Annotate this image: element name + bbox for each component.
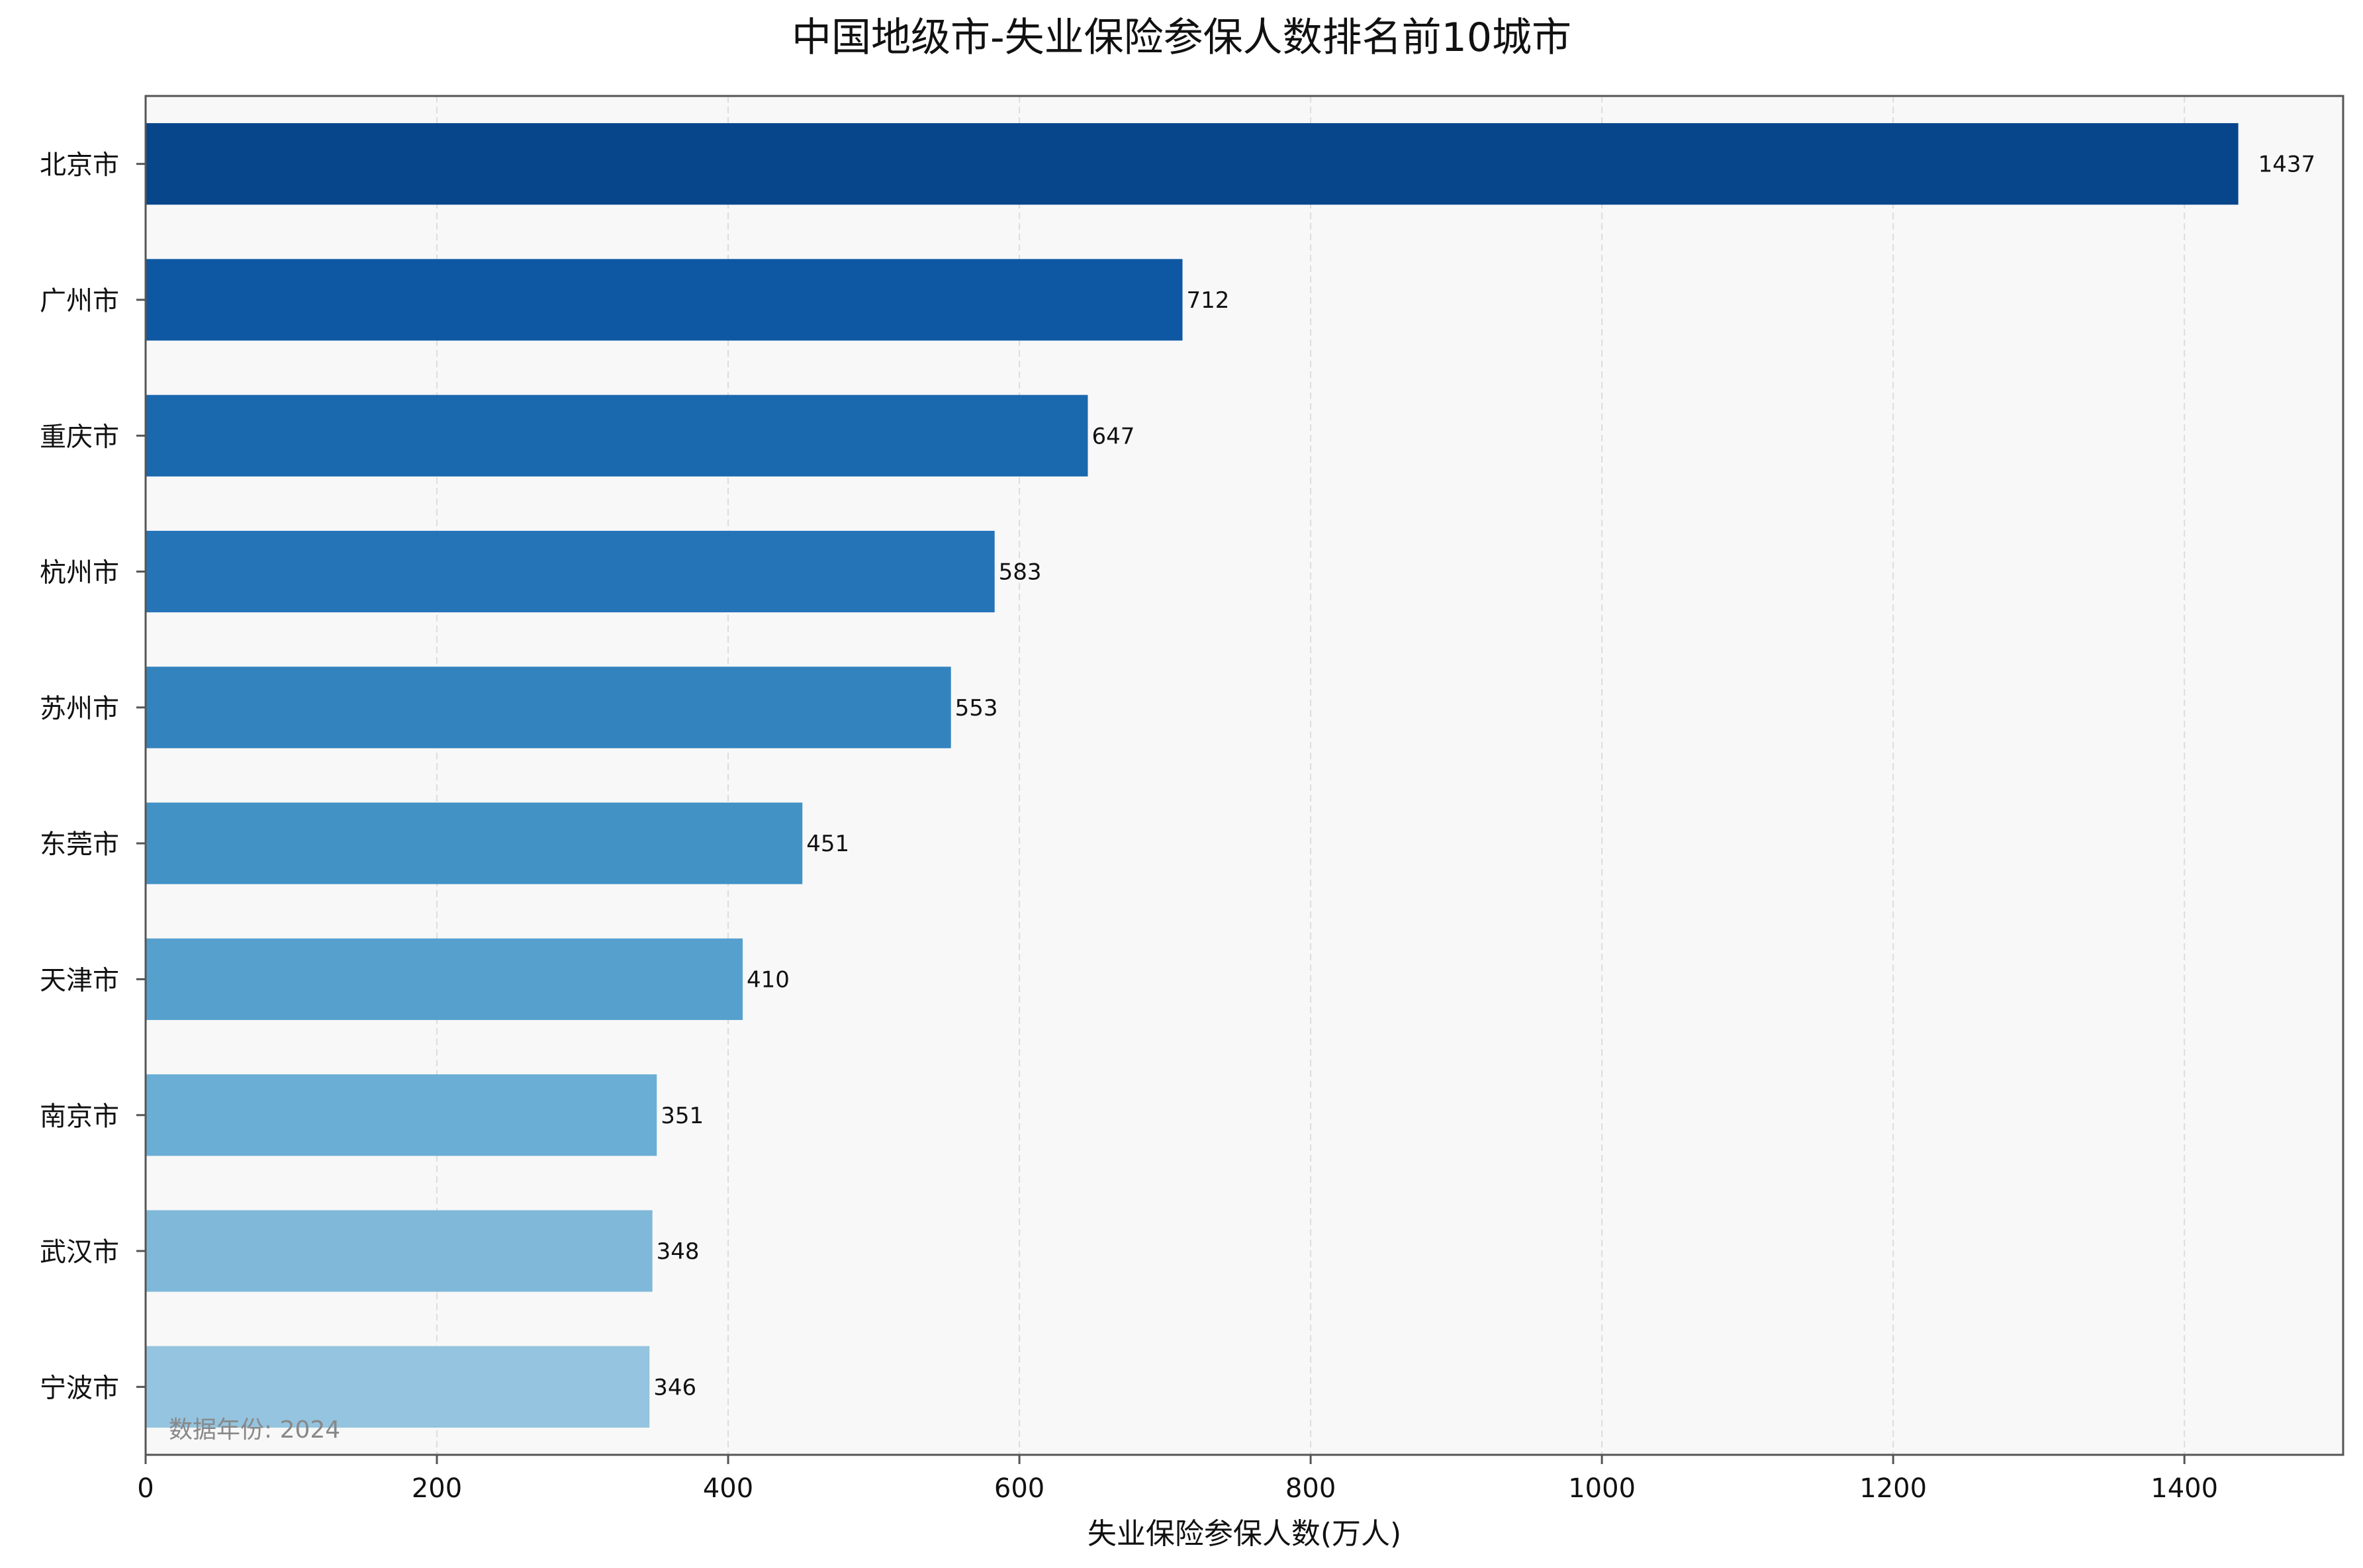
bar-value-label: 583 xyxy=(999,559,1042,586)
bar xyxy=(146,938,743,1021)
bar-value-label: 647 xyxy=(1091,423,1135,449)
bar xyxy=(146,1210,653,1292)
y-tick-label: 东莞市 xyxy=(40,829,119,860)
bar xyxy=(146,259,1183,341)
bar xyxy=(146,667,951,749)
bar xyxy=(146,123,2239,205)
value-labels: 1437 712 647 583 553 451 410 351 348 346 xyxy=(653,152,2315,1401)
bar-value-label: 1437 xyxy=(2258,152,2316,178)
x-axis-ticks: 0 200 400 600 800 1000 1200 1400 xyxy=(137,1455,2218,1504)
x-tick-label: 1400 xyxy=(2151,1473,2218,1504)
chart-title: 中国地级市-失业保险参保人数排名前10城市 xyxy=(792,15,1571,61)
bar-value-label: 348 xyxy=(657,1238,700,1265)
bar xyxy=(146,394,1088,477)
y-tick-label: 天津市 xyxy=(40,965,119,995)
y-tick-label: 重庆市 xyxy=(40,422,119,452)
y-tick-label: 广州市 xyxy=(40,286,119,316)
data-year-note: 数据年份: 2024 xyxy=(169,1416,340,1444)
x-tick-label: 1200 xyxy=(1859,1473,1927,1504)
x-tick-label: 400 xyxy=(703,1473,753,1504)
x-tick-label: 600 xyxy=(994,1473,1044,1504)
bar xyxy=(146,802,803,884)
x-tick-label: 800 xyxy=(1285,1473,1336,1504)
x-tick-label: 0 xyxy=(137,1473,154,1504)
y-tick-label: 南京市 xyxy=(40,1101,119,1132)
bar-value-label: 553 xyxy=(955,695,998,721)
bar-value-label: 410 xyxy=(747,966,790,993)
bar-value-label: 346 xyxy=(653,1374,696,1401)
x-axis-label: 失业保险参保人数(万人) xyxy=(1088,1517,1401,1551)
plot-frame xyxy=(144,95,2344,1456)
bar xyxy=(146,530,995,613)
y-tick-label: 北京市 xyxy=(40,150,119,181)
bar-value-label: 451 xyxy=(806,831,849,857)
bar xyxy=(146,1346,650,1428)
bar xyxy=(146,1074,657,1156)
bar-value-label: 712 xyxy=(1186,287,1229,314)
y-tick-label: 杭州市 xyxy=(40,558,119,588)
bars xyxy=(146,123,2239,1428)
y-tick-label: 武汉市 xyxy=(40,1237,119,1268)
y-tick-label: 宁波市 xyxy=(40,1373,119,1403)
bar-value-label: 351 xyxy=(661,1103,704,1129)
x-tick-label: 1000 xyxy=(1568,1473,1636,1504)
x-tick-label: 200 xyxy=(412,1473,462,1504)
y-tick-label: 苏州市 xyxy=(40,694,119,724)
